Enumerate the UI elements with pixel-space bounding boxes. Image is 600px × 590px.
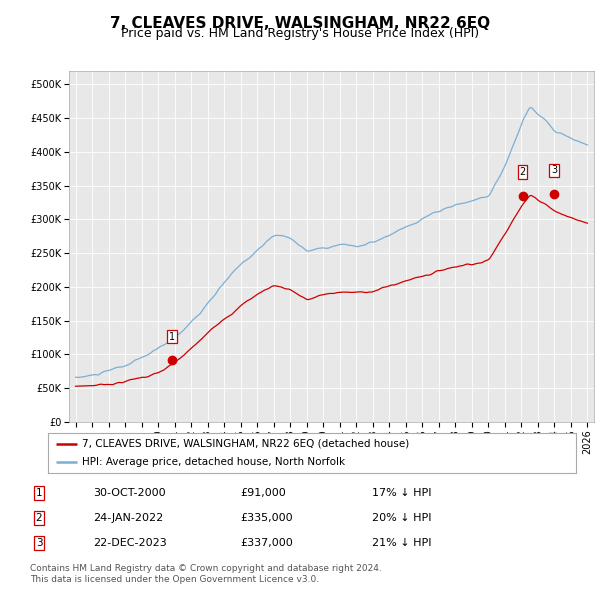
Text: 17% ↓ HPI: 17% ↓ HPI bbox=[372, 489, 431, 498]
Text: 3: 3 bbox=[35, 538, 43, 548]
Text: 7, CLEAVES DRIVE, WALSINGHAM, NR22 6EQ (detached house): 7, CLEAVES DRIVE, WALSINGHAM, NR22 6EQ (… bbox=[82, 439, 410, 449]
Text: 20% ↓ HPI: 20% ↓ HPI bbox=[372, 513, 431, 523]
Text: Contains HM Land Registry data © Crown copyright and database right 2024.: Contains HM Land Registry data © Crown c… bbox=[30, 565, 382, 573]
Text: £91,000: £91,000 bbox=[240, 489, 286, 498]
Text: 2: 2 bbox=[35, 513, 43, 523]
Text: Price paid vs. HM Land Registry's House Price Index (HPI): Price paid vs. HM Land Registry's House … bbox=[121, 27, 479, 40]
Text: 1: 1 bbox=[35, 489, 43, 498]
Text: 7, CLEAVES DRIVE, WALSINGHAM, NR22 6EQ: 7, CLEAVES DRIVE, WALSINGHAM, NR22 6EQ bbox=[110, 16, 490, 31]
Text: 24-JAN-2022: 24-JAN-2022 bbox=[93, 513, 163, 523]
Text: 22-DEC-2023: 22-DEC-2023 bbox=[93, 538, 167, 548]
Text: 3: 3 bbox=[551, 165, 557, 175]
Text: £337,000: £337,000 bbox=[240, 538, 293, 548]
Text: This data is licensed under the Open Government Licence v3.0.: This data is licensed under the Open Gov… bbox=[30, 575, 319, 584]
Text: 2: 2 bbox=[520, 167, 526, 177]
Text: 21% ↓ HPI: 21% ↓ HPI bbox=[372, 538, 431, 548]
Text: HPI: Average price, detached house, North Norfolk: HPI: Average price, detached house, Nort… bbox=[82, 457, 346, 467]
Text: 30-OCT-2000: 30-OCT-2000 bbox=[93, 489, 166, 498]
Text: 1: 1 bbox=[169, 332, 175, 342]
Text: £335,000: £335,000 bbox=[240, 513, 293, 523]
